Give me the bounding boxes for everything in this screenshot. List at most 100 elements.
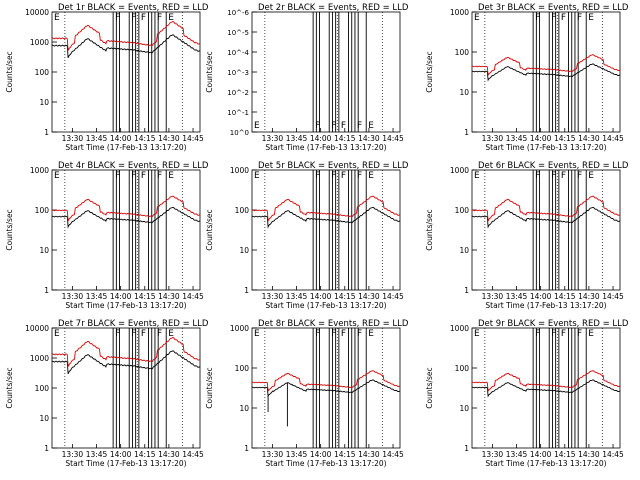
flag-marker-label: F xyxy=(577,171,582,181)
x-tick-label: 14:45 xyxy=(382,292,404,301)
lld-trace xyxy=(471,54,621,77)
flag-marker-label: E xyxy=(54,329,60,339)
x-tick-label: 14:00 xyxy=(110,134,132,143)
x-tick-label: 14:30 xyxy=(158,134,180,143)
x-tick-label: 14:00 xyxy=(310,134,332,143)
x-axis-label: Start Time (17-Feb-13 13:17:20) xyxy=(485,301,606,310)
flag-marker-label: F xyxy=(315,171,320,181)
flag-marker-label: E xyxy=(254,121,260,131)
x-tick-label: 13:45 xyxy=(506,134,528,143)
lld-trace xyxy=(471,195,621,223)
x-tick-label: 13:45 xyxy=(86,134,108,143)
y-tick-label: 1000 xyxy=(450,324,469,333)
y-tick-label: 10 xyxy=(459,404,469,413)
y-tick-label: 10 xyxy=(39,414,49,423)
x-tick-label: 14:30 xyxy=(358,292,380,301)
flag-marker-label: F xyxy=(341,171,346,181)
x-tick-label: 14:45 xyxy=(602,450,624,459)
events-trace xyxy=(471,206,621,229)
flag-marker-label: E xyxy=(168,329,174,339)
flag-marker-label: E xyxy=(368,171,374,181)
x-tick-label: 14:30 xyxy=(358,134,380,143)
flag-marker-label: F xyxy=(551,171,556,181)
flag-marker-label: F xyxy=(341,121,346,131)
y-tick-label: 10 xyxy=(239,404,249,413)
x-tick-label: 14:45 xyxy=(382,450,404,459)
y-tick-label: 10^-1 xyxy=(227,109,249,117)
flag-marker-label: F xyxy=(157,13,162,23)
x-tick-label: 14:30 xyxy=(158,292,180,301)
flag-marker-label: F xyxy=(341,329,346,339)
chart-title: Det 6r BLACK = Events, RED = LLD xyxy=(478,161,629,171)
x-axis-label: Start Time (17-Feb-13 13:17:20) xyxy=(65,301,186,310)
y-axis-label: Counts/sec xyxy=(425,209,434,250)
flag-marker-label: E xyxy=(588,13,594,23)
x-tick-label: 14:15 xyxy=(554,450,576,459)
y-tick-label: 1 xyxy=(464,444,469,453)
x-tick-label: 14:00 xyxy=(110,450,132,459)
flag-marker-label: F xyxy=(561,171,566,181)
y-tick-label: 100 xyxy=(455,364,470,373)
x-tick-label: 14:15 xyxy=(554,134,576,143)
y-axis-label: Counts/sec xyxy=(5,209,14,250)
lld-trace xyxy=(251,370,401,393)
x-axis-label: Start Time (17-Feb-13 13:17:20) xyxy=(265,301,386,310)
chart-title: Det 8r BLACK = Events, RED = LLD xyxy=(258,319,409,329)
lld-trace xyxy=(51,337,201,367)
chart-panel-9: Det 9r BLACK = Events, RED = LLD Counts/s… xyxy=(425,319,629,468)
flag-marker-label: F xyxy=(561,329,566,339)
flag-marker-label: E xyxy=(474,171,480,181)
flag-marker-label: F xyxy=(141,171,146,181)
x-tick-label: 14:15 xyxy=(334,450,356,459)
events-trace xyxy=(251,379,401,398)
x-tick-label: 13:30 xyxy=(262,450,284,459)
x-tick-label: 14:30 xyxy=(578,450,600,459)
flag-marker-label: F xyxy=(331,121,336,131)
y-tick-label: 100 xyxy=(35,68,50,77)
y-axis-label: Counts/sec xyxy=(425,51,434,92)
y-tick-label: 1000 xyxy=(30,166,49,175)
x-tick-label: 13:30 xyxy=(482,450,504,459)
flag-marker-label: E xyxy=(474,13,480,23)
y-tick-label: 10^0 xyxy=(230,129,249,137)
flag-marker-label: E xyxy=(368,329,374,339)
flag-marker-label: E xyxy=(168,13,174,23)
events-trace xyxy=(471,63,621,82)
flag-marker-label: E xyxy=(254,329,260,339)
x-tick-label: 13:45 xyxy=(286,450,308,459)
x-tick-label: 14:00 xyxy=(530,134,552,143)
flag-marker-label: F xyxy=(551,329,556,339)
flag-marker-label: F xyxy=(141,329,146,339)
y-tick-label: 1000 xyxy=(230,324,249,333)
lld-trace xyxy=(471,370,621,393)
chart-panel-8: Det 8r BLACK = Events, RED = LLD Counts/s… xyxy=(205,319,409,468)
y-tick-label: 1000 xyxy=(450,8,469,17)
x-tick-label: 14:45 xyxy=(602,292,624,301)
flag-marker-label: E xyxy=(168,171,174,181)
chart-panel-3: Det 3r BLACK = Events, RED = LLD Counts/s… xyxy=(425,3,629,152)
events-trace xyxy=(51,350,201,374)
y-tick-label: 100 xyxy=(235,364,250,373)
x-tick-label: 13:30 xyxy=(482,134,504,143)
x-tick-label: 14:45 xyxy=(182,450,204,459)
x-tick-label: 14:15 xyxy=(334,292,356,301)
flag-marker-label: F xyxy=(157,329,162,339)
chart-title: Det 1r BLACK = Events, RED = LLD xyxy=(58,3,209,13)
y-tick-label: 1 xyxy=(44,444,49,453)
flag-marker-label: F xyxy=(315,329,320,339)
chart-title: Det 5r BLACK = Events, RED = LLD xyxy=(258,161,409,171)
x-tick-label: 13:30 xyxy=(62,450,84,459)
x-tick-label: 14:30 xyxy=(578,134,600,143)
flag-marker-label: E xyxy=(474,329,480,339)
y-tick-label: 100 xyxy=(455,48,470,57)
y-tick-label: 10^-5 xyxy=(227,29,249,37)
chart-title: Det 3r BLACK = Events, RED = LLD xyxy=(478,3,629,13)
chart-panel-2: Det 2r BLACK = Events, RED = LLD Counts/s… xyxy=(205,3,409,152)
plot-frame xyxy=(251,327,401,449)
events-trace xyxy=(471,379,621,398)
x-axis-label: Start Time (17-Feb-13 13:17:20) xyxy=(485,143,606,152)
x-axis-label: Start Time (17-Feb-13 13:17:20) xyxy=(65,459,186,468)
chart-panel-6: Det 6r BLACK = Events, RED = LLD Counts/s… xyxy=(425,161,629,310)
y-tick-label: 10 xyxy=(39,98,49,107)
flag-marker-label: F xyxy=(357,121,362,131)
